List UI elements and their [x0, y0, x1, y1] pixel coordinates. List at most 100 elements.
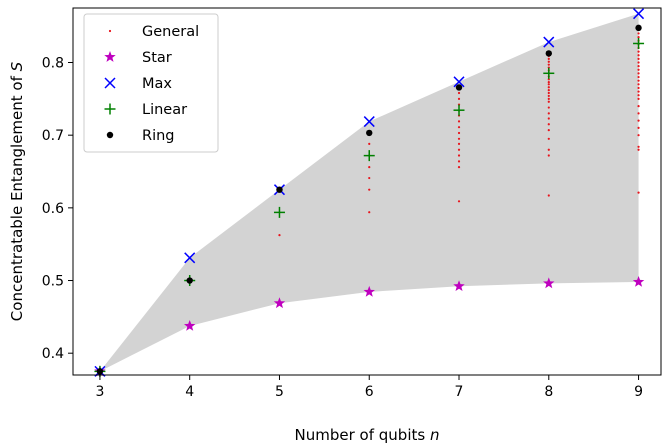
- general-point: [547, 83, 550, 86]
- star-point: [273, 297, 286, 309]
- general-point: [637, 148, 640, 151]
- star-point: [363, 285, 375, 297]
- ring-point: [366, 129, 373, 137]
- general-point: [547, 137, 550, 140]
- star-point: [184, 319, 196, 331]
- general-point: [637, 68, 640, 71]
- x-tick-label: 9: [634, 384, 643, 400]
- general-point: [547, 86, 550, 89]
- legend-marker: [106, 131, 114, 139]
- legend-entries: General Star Max Linear Ring: [104, 24, 199, 144]
- general-point: [547, 154, 550, 157]
- legend-marker: [104, 77, 116, 89]
- general-point: [368, 211, 371, 214]
- general-point: [457, 91, 461, 95]
- ring-point: [96, 368, 104, 375]
- general-point: [368, 142, 371, 145]
- general-point: [278, 234, 281, 237]
- ring-point: [545, 50, 552, 57]
- linear-point: [273, 206, 285, 218]
- legend-entry-linear: Linear: [104, 102, 187, 118]
- y-tick-label: 0.5: [42, 274, 64, 290]
- general-point: [637, 191, 640, 194]
- legend-entry-star: Star: [104, 50, 172, 66]
- legend-label: Star: [142, 50, 172, 66]
- legend-marker: [104, 51, 116, 62]
- x-tick-label: 8: [544, 384, 553, 400]
- general-point: [637, 86, 640, 90]
- ring-point: [455, 84, 463, 91]
- general-point: [457, 131, 461, 135]
- legend-entry-ring: Ring: [106, 128, 175, 144]
- general-point: [368, 188, 371, 191]
- general-point: [457, 142, 461, 145]
- max-point: [453, 76, 465, 88]
- general-point: [637, 105, 640, 108]
- ring-point: [635, 24, 642, 32]
- general-point: [547, 194, 550, 197]
- legend-marker: [108, 29, 112, 33]
- general-point: [547, 123, 550, 126]
- general-point: [368, 166, 371, 169]
- general-point: [637, 134, 640, 137]
- general-point: [637, 32, 640, 35]
- y-ticks: 0.4 0.5 0.6 0.7 0.8: [42, 56, 73, 362]
- legend-label: Linear: [142, 102, 187, 118]
- y-tick-label: 0.6: [42, 201, 64, 217]
- ring-point: [186, 277, 193, 284]
- linear-point: [633, 37, 645, 49]
- max-point: [543, 36, 555, 48]
- legend-entry-general: General: [108, 24, 199, 40]
- general-point: [637, 57, 640, 60]
- x-ticks: 3 4 5 6 7 8 9: [95, 375, 643, 400]
- general-point: [637, 90, 640, 93]
- general-point: [547, 128, 550, 132]
- series-ring: [96, 24, 642, 375]
- axes-frame: [72, 7, 662, 376]
- general-point: [637, 50, 640, 53]
- legend-label: General: [142, 24, 199, 40]
- series-layer: [94, 8, 645, 377]
- star-point: [543, 277, 555, 289]
- general-point: [547, 97, 550, 100]
- star-point: [453, 280, 465, 292]
- legend-entry-max: Max: [104, 76, 172, 92]
- general-point: [637, 97, 640, 100]
- general-point: [637, 72, 640, 75]
- entanglement-range-region: [99, 13, 639, 372]
- general-point: [457, 200, 461, 203]
- general-point: [637, 35, 640, 39]
- general-point: [547, 91, 550, 95]
- linear-point: [363, 150, 375, 162]
- plot-area: [94, 8, 645, 377]
- general-point: [457, 137, 461, 140]
- general-point: [457, 148, 461, 151]
- y-tick-label: 0.8: [42, 56, 64, 72]
- ring-point: [276, 186, 283, 193]
- general-point: [547, 94, 550, 98]
- legend-box: [83, 13, 219, 153]
- general-point: [637, 145, 640, 148]
- max-point: [184, 252, 196, 264]
- general-point: [547, 106, 550, 109]
- y-tick-label: 0.7: [42, 128, 64, 144]
- general-point: [547, 117, 550, 120]
- general-point: [547, 148, 550, 151]
- general-point: [547, 100, 550, 103]
- general-point: [457, 120, 461, 123]
- general-point: [547, 112, 550, 115]
- star-point: [632, 275, 645, 287]
- x-tick-label: 4: [185, 384, 194, 400]
- max-point: [633, 8, 645, 20]
- x-tick-label: 5: [275, 384, 284, 400]
- legend-label: Ring: [142, 128, 175, 144]
- general-point: [637, 61, 640, 64]
- x-tick-label: 6: [365, 384, 374, 400]
- x-tick-label: 3: [95, 384, 104, 400]
- general-point: [637, 112, 640, 115]
- legend-label: Max: [142, 76, 172, 92]
- y-axis-label: Concentratable Entanglement of S: [8, 61, 26, 321]
- legend: General Star Max Linear Ring: [83, 13, 219, 153]
- general-point: [547, 89, 550, 92]
